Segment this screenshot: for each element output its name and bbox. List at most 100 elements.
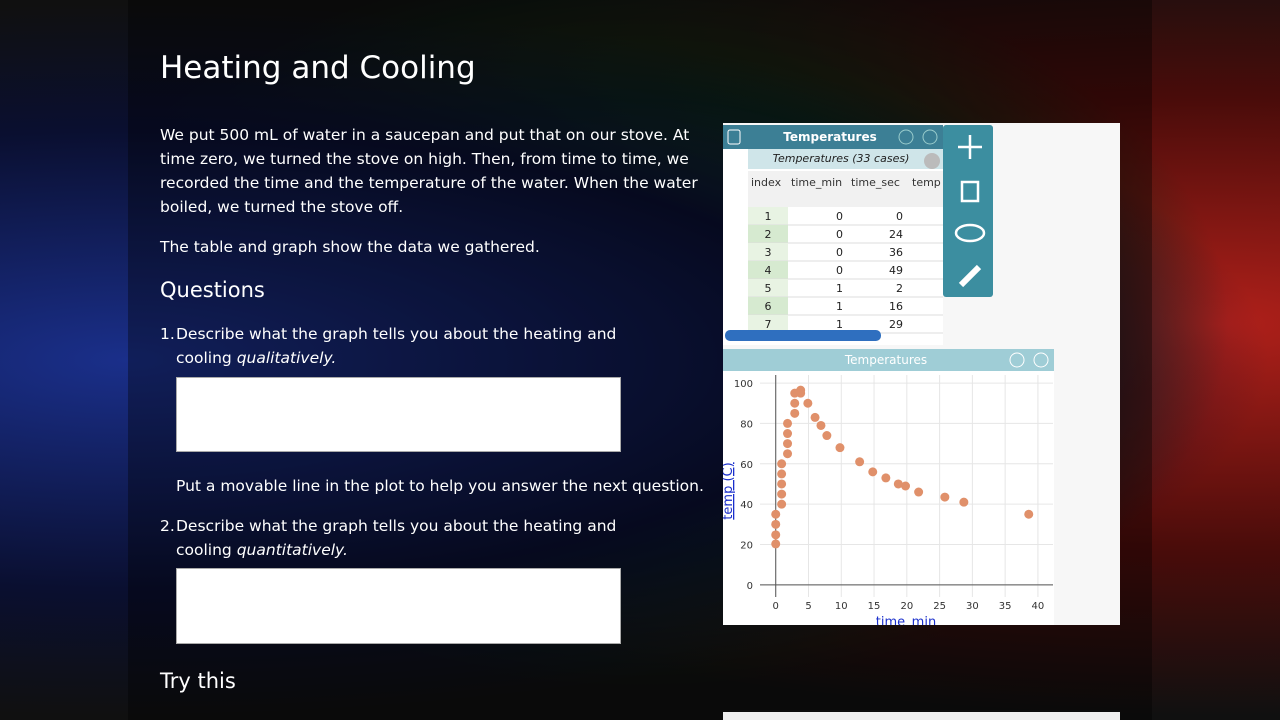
cell: 0 (836, 228, 843, 241)
point (777, 469, 787, 479)
redo[interactable] (1033, 352, 1049, 368)
cell: 29 (889, 318, 903, 331)
question-emphasis: quantitatively. (236, 541, 348, 559)
question-text: Describe what the graph tells you about … (176, 517, 617, 559)
cell: 5 (765, 282, 772, 295)
table-header[interactable] (723, 125, 943, 149)
cell: 4 (765, 264, 772, 277)
y-tick-label: 20 (740, 541, 753, 552)
table-subheader (748, 149, 943, 169)
cell: 0 (896, 210, 903, 223)
point (771, 539, 781, 549)
point (901, 481, 911, 491)
scrollbar[interactable] (725, 330, 881, 341)
point (835, 443, 845, 453)
index-cell (748, 279, 788, 297)
cell: 1 (765, 210, 772, 223)
redo[interactable] (922, 129, 938, 145)
point (893, 479, 903, 489)
point (777, 499, 787, 509)
point (855, 457, 865, 467)
x-tick-label: 20 (900, 601, 913, 612)
point (777, 489, 787, 499)
y-tick-label: 80 (740, 419, 753, 430)
x-tick-label: 5 (805, 601, 811, 612)
point (959, 497, 969, 507)
add-case[interactable] (924, 153, 940, 169)
point (822, 431, 832, 441)
intro2: The table and graph show the data we gat… (160, 238, 540, 256)
cell: 2 (765, 228, 772, 241)
column-header: time_min (791, 176, 842, 189)
x-tick-label: 30 (966, 601, 979, 612)
column-header: time_sec (851, 176, 900, 189)
cell: 6 (765, 300, 772, 313)
question-text: Describe what the graph tells you about … (176, 325, 617, 367)
column-headers (748, 171, 943, 207)
move-icon[interactable] (958, 135, 982, 159)
table-icon[interactable] (727, 129, 741, 145)
cell: 2 (896, 282, 903, 295)
x-tick-label: 0 (773, 601, 779, 612)
cell: 0 (836, 210, 843, 223)
eye-icon[interactable] (954, 223, 986, 243)
y-tick-label: 100 (734, 379, 753, 390)
point (810, 412, 820, 422)
cell: 1 (836, 300, 843, 313)
point (783, 429, 793, 439)
index-cell (748, 315, 788, 333)
cell: 16 (889, 300, 903, 313)
graph-header[interactable] (723, 349, 1054, 371)
intro: We put 500 mL of water in a saucepan and… (160, 126, 698, 216)
trash-icon[interactable] (960, 180, 980, 203)
index-cell (748, 207, 788, 225)
instruction: Put a movable line in the plot to help y… (176, 477, 704, 495)
point (790, 408, 800, 418)
y-tick-label: 60 (740, 460, 753, 471)
cell: 36 (889, 246, 903, 259)
x-tick-label: 35 (999, 601, 1012, 612)
point (940, 492, 950, 502)
x-tick-label: 40 (1032, 601, 1045, 612)
question-emphasis: qualitatively. (236, 349, 337, 367)
point (1024, 509, 1034, 519)
point (914, 487, 924, 497)
point (881, 473, 891, 483)
answer-box[interactable] (176, 377, 621, 452)
point (783, 449, 793, 459)
point (816, 420, 826, 430)
ruler-icon[interactable] (958, 264, 982, 288)
column-header: index (751, 176, 782, 189)
cell: 7 (765, 318, 772, 331)
question-1: 1. Describe what the graph tells you abou… (160, 325, 617, 367)
point (777, 459, 787, 469)
point (771, 519, 781, 529)
cell: 49 (889, 264, 903, 277)
graph-component (723, 349, 1054, 625)
cell: 24 (889, 228, 903, 241)
index-cell (748, 225, 788, 243)
undo[interactable] (1009, 352, 1025, 368)
point (790, 398, 800, 408)
questions-heading: Questions (160, 278, 265, 302)
cell: 1 (836, 318, 843, 331)
table-subtitle: Temperatures (33 cases) (773, 152, 910, 165)
codap-panel: Temperatures Temperatures (33 cases) ind… (723, 123, 1120, 625)
undo[interactable] (898, 129, 914, 145)
x-axis-label[interactable]: time_min (876, 615, 936, 625)
point (783, 418, 793, 428)
answer-box[interactable] (176, 568, 621, 644)
point (771, 509, 781, 519)
cell: 1 (836, 282, 843, 295)
graph-title: Temperatures (844, 353, 927, 367)
column-header: temp (912, 176, 941, 189)
y-tick-label: 0 (747, 581, 753, 592)
y-axis-label[interactable]: temp (C) (723, 462, 736, 519)
point (783, 439, 793, 449)
toolbar (943, 125, 993, 297)
index-cell (748, 261, 788, 279)
x-tick-label: 25 (933, 601, 946, 612)
page-title: Heating and Cooling (160, 50, 476, 86)
index-cell (748, 297, 788, 315)
